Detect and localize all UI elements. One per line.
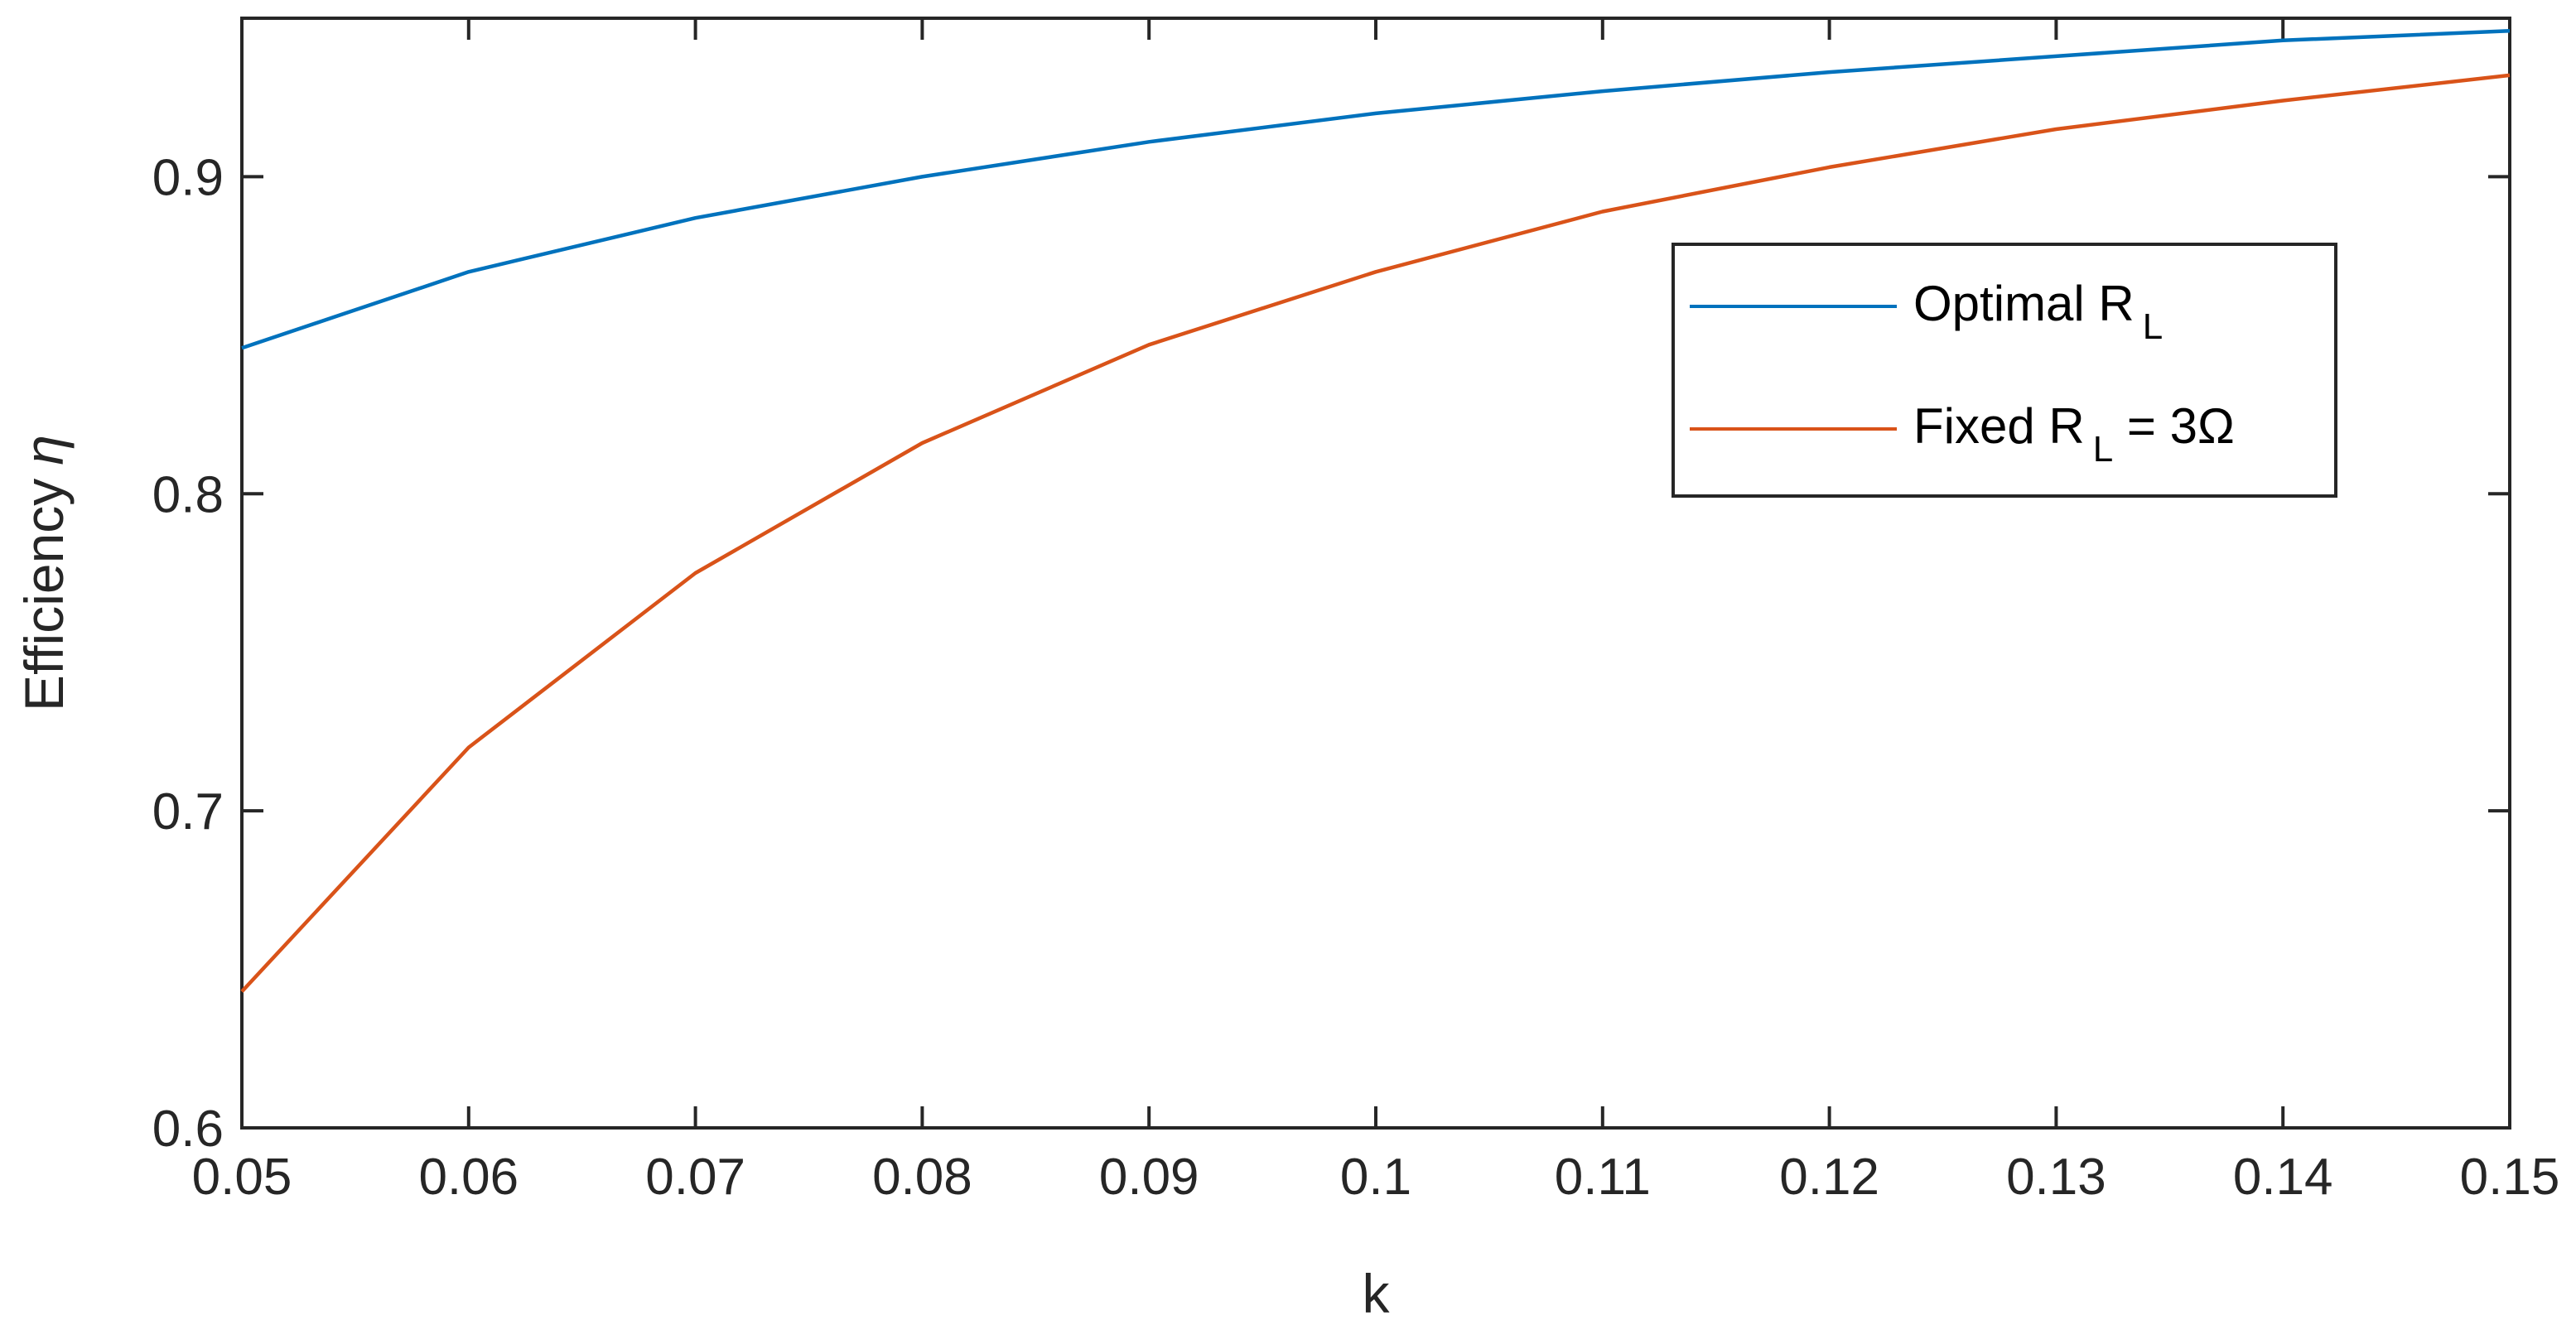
- y-axis-title: Efficiency η: [13, 435, 75, 711]
- x-tick-label: 0.15: [2460, 1149, 2560, 1206]
- x-tick-label: 0.06: [418, 1149, 519, 1206]
- x-tick-label: 0.13: [2006, 1149, 2106, 1206]
- y-tick-label: 0.8: [152, 466, 224, 523]
- y-axis-ticks: 0.6 0.7 0.8 0.9: [152, 149, 2510, 1158]
- y-tick-label: 0.6: [152, 1101, 224, 1158]
- x-axis-title: k: [1363, 1263, 1391, 1324]
- x-tick-label: 0.11: [1555, 1149, 1651, 1206]
- x-tick-label: 0.12: [1779, 1149, 1879, 1206]
- x-tick-label: 0.1: [1340, 1149, 1411, 1206]
- legend-label-optimal-main: Optimal R: [1913, 276, 2135, 331]
- series-lines: [240, 29, 2511, 993]
- x-tick-label: 0.14: [2233, 1149, 2333, 1206]
- y-tick-label: 0.7: [152, 783, 224, 841]
- series-line-fixed: [240, 73, 2511, 993]
- x-axis-ticks: 0.05 0.06 0.07 0.08 0.09 0.1 0.11 0.12 0.13 0.14 0…: [192, 18, 2560, 1206]
- y-axis-title-symbol: η: [13, 435, 75, 465]
- x-tick-label: 0.07: [645, 1149, 745, 1206]
- x-tick-label: 0.09: [1099, 1149, 1199, 1206]
- y-tick-label: 0.9: [152, 149, 224, 206]
- series-line-optimal: [241, 29, 2511, 350]
- legend-label-fixed-subscript: L: [2093, 429, 2113, 470]
- legend-box: [1672, 243, 2337, 498]
- x-tick-label: 0.08: [872, 1149, 972, 1206]
- legend-label-fixed-suffix: = 3Ω: [2113, 398, 2235, 454]
- x-tick-label: 0.05: [192, 1149, 292, 1206]
- legend-label-optimal-subscript: L: [2143, 306, 2163, 347]
- plot-area: [240, 17, 2511, 1130]
- y-axis-title-text: Efficiency: [13, 479, 75, 711]
- legend-label-fixed-main: Fixed R: [1913, 398, 2085, 454]
